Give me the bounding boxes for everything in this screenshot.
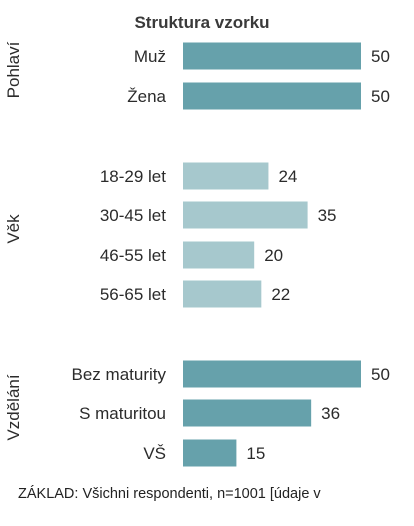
bar-2-0	[183, 360, 361, 388]
footer-note: ZÁKLAD: Všichni respondenti, n=1001 [úda…	[18, 486, 321, 502]
value-label-1-2: 20	[264, 246, 283, 265]
category-label-1-1: 30-45 let	[100, 206, 166, 225]
category-label-1-2: 46-55 let	[100, 246, 166, 265]
value-label-1-0: 24	[278, 167, 297, 186]
category-label-2-2: VŠ	[143, 444, 166, 463]
category-label-0-0: Muž	[134, 47, 166, 66]
category-label-2-1: S maturitou	[79, 404, 166, 423]
value-label-0-1: 50	[371, 87, 390, 106]
bar-2-2	[183, 439, 237, 467]
chart-title: Struktura vzorku	[134, 13, 269, 32]
category-label-0-1: Žena	[127, 87, 166, 106]
value-label-1-3: 22	[271, 285, 290, 304]
group-label-0: Pohlaví	[4, 41, 23, 98]
value-label-1-1: 35	[318, 206, 337, 225]
value-label-2-1: 36	[321, 404, 340, 423]
group-label-1: Věk	[4, 214, 23, 244]
bar-1-2	[183, 241, 255, 269]
bar-1-0	[183, 162, 269, 190]
category-label-1-3: 56-65 let	[100, 285, 166, 304]
bar-1-3	[183, 280, 262, 308]
bar-0-0	[183, 42, 361, 70]
bar-0-1	[183, 82, 361, 110]
bar-2-1	[183, 399, 312, 427]
group-label-2: Vzdělání	[4, 374, 23, 440]
value-label-0-0: 50	[371, 47, 390, 66]
value-label-2-2: 15	[246, 444, 265, 463]
category-label-1-0: 18-29 let	[100, 167, 166, 186]
category-label-2-0: Bez maturity	[72, 365, 167, 384]
bar-1-1	[183, 201, 308, 229]
value-label-2-0: 50	[371, 365, 390, 384]
